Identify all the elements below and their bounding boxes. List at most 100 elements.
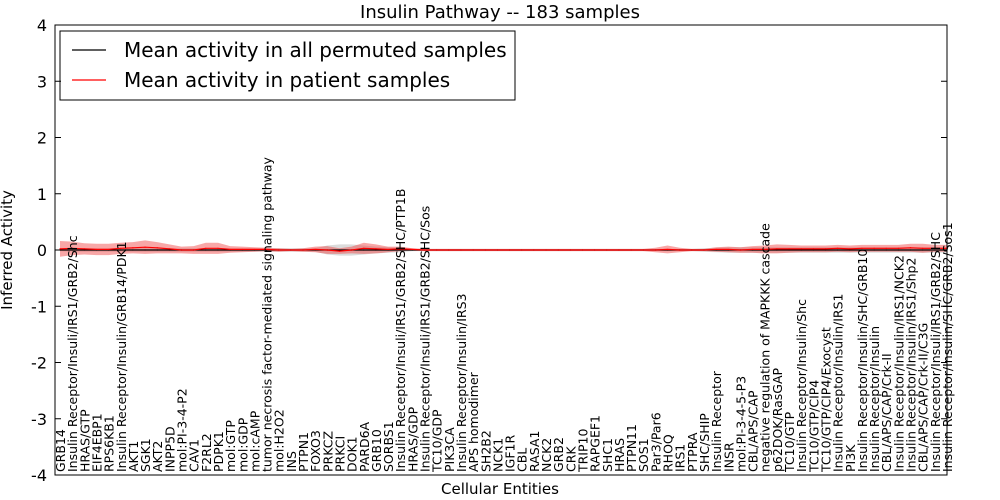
- x-tick-label: IRS1: [673, 444, 688, 472]
- patient-point: [120, 247, 122, 249]
- x-tick-label: AKT2: [150, 441, 165, 472]
- patient-point: [630, 249, 632, 251]
- patient-point: [375, 248, 377, 250]
- patient-point: [472, 249, 474, 251]
- patient-point: [934, 247, 936, 249]
- x-tick-label: RPS6KB1: [102, 415, 117, 472]
- patient-point: [545, 249, 547, 251]
- x-tick-label: CRK: [563, 446, 578, 472]
- x-tick-label: INSR: [721, 442, 736, 472]
- patient-point: [581, 249, 584, 251]
- patient-point: [302, 249, 304, 251]
- patient-point: [715, 248, 717, 251]
- patient-point: [751, 248, 754, 251]
- patient-point: [837, 247, 839, 249]
- x-tick-label: FOXO3: [308, 430, 323, 472]
- x-tick-label: PI3K: [843, 444, 858, 472]
- patient-point: [290, 249, 292, 251]
- patient-point: [71, 247, 73, 249]
- x-tick-label: PRKCZ: [320, 431, 335, 472]
- y-tick-label: 1: [37, 185, 47, 204]
- y-tick-label: 3: [37, 72, 47, 91]
- patient-point: [764, 248, 766, 251]
- patient-point: [253, 248, 256, 251]
- x-tick-label: SHC1: [600, 438, 615, 472]
- patient-point: [132, 247, 134, 249]
- x-tick-label: DOK1: [345, 436, 360, 472]
- patient-point: [885, 247, 887, 249]
- y-tick-label: -2: [31, 354, 47, 373]
- x-tick-label: mol:GDP: [235, 417, 250, 472]
- x-tick-label: Insulin Receptor/Insulin/IRS3: [454, 294, 469, 472]
- patient-point: [83, 248, 85, 250]
- x-tick-label: tumor necrosis factor-mediated signaling…: [260, 156, 275, 472]
- patient-point: [363, 247, 365, 249]
- patient-point: [727, 248, 729, 251]
- patient-point: [496, 249, 499, 251]
- patient-point: [824, 248, 827, 250]
- patient-point: [533, 249, 535, 251]
- patient-point: [411, 248, 413, 251]
- patient-point: [897, 247, 899, 249]
- x-tick-label: Insulin Receptor/Insuli/IRS1/GRB2/SHC/PT…: [393, 189, 408, 472]
- x-tick-label: TC10/GTP/CIP4: [806, 380, 821, 473]
- patient-point: [606, 249, 608, 251]
- x-tick-label: TC10/GTP: [782, 411, 797, 473]
- patient-point: [788, 248, 790, 250]
- y-tick-label: 0: [37, 241, 47, 260]
- permuted-point: [217, 249, 219, 251]
- permuted-point: [363, 249, 365, 251]
- permuted-point: [776, 249, 778, 251]
- patient-point: [59, 248, 61, 250]
- patient-point: [812, 248, 814, 250]
- patient-point: [679, 249, 681, 251]
- patient-point: [168, 248, 170, 250]
- x-tick-label: TRIP10: [575, 429, 590, 473]
- x-axis-label: Cellular Entities: [441, 480, 559, 498]
- x-tick-label: CBL/APS/CAP/Crk-II/C3G: [916, 323, 931, 472]
- permuted-point: [909, 249, 912, 251]
- x-tick-label: APS homodimer: [466, 371, 481, 472]
- patient-point: [278, 249, 280, 251]
- x-tick-label: NCK1: [490, 438, 505, 472]
- legend-label-patient: Mean activity in patient samples: [124, 68, 450, 92]
- patient-point: [800, 248, 802, 250]
- x-tick-label: GRB10: [369, 429, 384, 472]
- x-tick-label: PTPRA: [685, 432, 700, 472]
- x-tick-label: Insulin Receptor/Insulin/GRB14/PDK1: [114, 241, 129, 472]
- y-tick-label: -3: [31, 410, 47, 429]
- patient-point: [448, 249, 450, 251]
- patient-point: [108, 248, 110, 251]
- patient-point: [387, 248, 389, 251]
- patient-point: [909, 247, 912, 249]
- x-tick-label: SH2B2: [478, 430, 493, 472]
- patient-point: [265, 248, 268, 251]
- x-tick-label: TC10/GTP/CIP4/Exocyst: [818, 327, 833, 473]
- x-tick-label: p62DOK/RasGAP: [770, 367, 785, 472]
- x-tick-label: PIK3CA: [442, 427, 457, 472]
- patient-point: [557, 249, 559, 251]
- permuted-point: [873, 249, 875, 251]
- patient-point: [229, 248, 231, 251]
- x-tick-label: EIF4EBP1: [89, 413, 104, 472]
- permuted-point: [168, 249, 170, 251]
- patient-point: [873, 247, 875, 249]
- x-tick-label: RAPGEF1: [588, 415, 603, 472]
- patient-point: [508, 249, 511, 251]
- x-tick-label: CAV1: [187, 439, 202, 472]
- y-tick-label: 4: [37, 16, 47, 35]
- chart-title: Insulin Pathway -- 183 samples: [360, 2, 640, 23]
- patient-point: [569, 249, 571, 251]
- x-tick-label: PTPN1: [296, 432, 311, 472]
- patient-point: [861, 247, 863, 249]
- patient-point: [326, 249, 328, 251]
- x-tick-label: Insulin Receptor/Insuli/IRS1/GRB2/SHC/So…: [418, 206, 433, 472]
- legend-frame: [59, 30, 516, 101]
- patient-point: [691, 249, 693, 251]
- patient-point: [460, 249, 462, 251]
- y-tick-label: -4: [31, 466, 47, 485]
- x-tick-label: CBL: [515, 448, 530, 472]
- permuted-point: [132, 249, 134, 251]
- patient-point: [156, 247, 158, 249]
